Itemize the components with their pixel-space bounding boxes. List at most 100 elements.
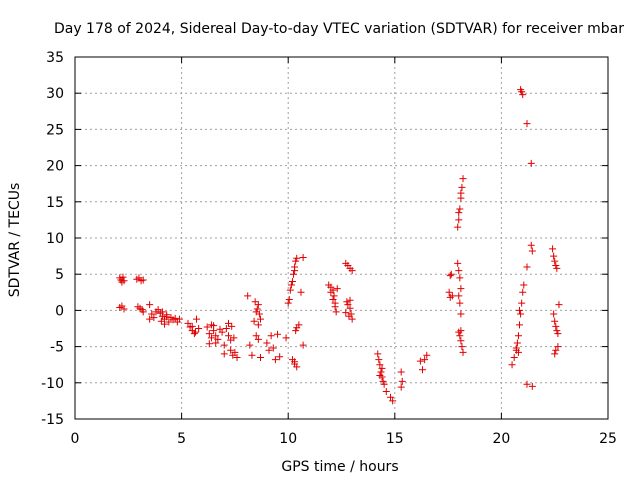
y-tick-label: 0 — [55, 303, 64, 319]
data-point — [287, 281, 295, 289]
data-point — [457, 310, 465, 318]
data-point — [348, 267, 356, 275]
data-point — [527, 241, 535, 249]
data-points — [116, 86, 563, 405]
y-axis-title: SDTVAR / TECUs — [7, 183, 23, 298]
data-point — [292, 257, 300, 265]
data-point — [516, 306, 524, 314]
data-point — [518, 299, 526, 307]
data-point — [456, 274, 464, 282]
data-point — [514, 348, 522, 356]
y-tick-label: -10 — [41, 376, 64, 392]
data-point — [274, 330, 282, 338]
data-point — [220, 341, 228, 349]
data-point — [419, 366, 427, 374]
data-point — [252, 332, 260, 340]
data-point — [346, 296, 354, 304]
data-point — [295, 321, 303, 329]
y-tick-label: 5 — [55, 267, 64, 283]
data-point — [299, 254, 307, 262]
data-point — [227, 346, 235, 354]
data-point — [512, 344, 520, 352]
data-point — [447, 270, 455, 278]
data-point — [210, 327, 218, 335]
data-point — [263, 339, 271, 347]
data-point — [220, 350, 228, 358]
data-point — [514, 332, 522, 340]
data-point — [293, 254, 301, 262]
data-point — [231, 348, 239, 356]
data-point — [212, 339, 220, 347]
data-point — [139, 276, 147, 284]
x-tick-label: 20 — [492, 431, 510, 447]
data-point — [553, 264, 561, 272]
data-point — [458, 183, 466, 191]
data-point — [267, 332, 275, 340]
data-point — [457, 285, 465, 293]
data-point — [455, 267, 463, 275]
data-point — [345, 312, 353, 320]
data-point — [154, 306, 162, 314]
data-point — [455, 292, 463, 300]
data-point — [552, 346, 560, 354]
data-point — [293, 363, 301, 371]
data-point — [554, 330, 562, 338]
data-point — [188, 322, 196, 330]
data-point — [291, 267, 299, 275]
data-point — [228, 322, 236, 330]
data-point — [549, 245, 557, 253]
data-point — [175, 315, 183, 323]
data-point — [251, 298, 259, 306]
data-point — [207, 321, 215, 329]
data-point — [165, 318, 173, 326]
data-point — [516, 321, 524, 329]
data-point — [297, 288, 305, 296]
data-point — [379, 377, 387, 385]
data-point — [380, 380, 388, 388]
data-point — [146, 315, 154, 323]
data-point — [551, 317, 559, 325]
data-point — [346, 304, 354, 312]
data-point — [517, 310, 525, 318]
data-point — [551, 257, 559, 265]
data-point — [158, 308, 166, 316]
data-point — [205, 330, 213, 338]
y-tick-label: -15 — [41, 412, 64, 428]
data-point — [454, 259, 462, 267]
data-point — [190, 330, 198, 338]
data-point — [171, 314, 179, 322]
data-point — [282, 334, 290, 342]
data-point — [421, 356, 429, 364]
data-point — [375, 356, 383, 364]
data-point — [397, 368, 405, 376]
data-point — [225, 319, 233, 327]
plot-frame — [74, 56, 609, 420]
data-point — [254, 301, 262, 309]
data-point — [423, 351, 431, 359]
x-tick-label: 0 — [71, 431, 80, 447]
data-point — [332, 308, 340, 316]
tick-layer: 0 5 10 15 20 25 -15 -10 -5 0 5 10 15 20 25 30 35 — [41, 50, 617, 447]
y-tick-label: 20 — [46, 159, 64, 175]
data-point — [342, 309, 350, 317]
y-tick-label: -5 — [50, 340, 64, 356]
y-tick-label: 15 — [46, 195, 64, 211]
data-point — [163, 313, 171, 321]
data-point — [374, 350, 382, 358]
data-point — [377, 368, 385, 376]
data-point — [456, 332, 464, 340]
data-point — [299, 341, 307, 349]
data-point — [120, 277, 128, 285]
y-tick-label: 25 — [46, 122, 64, 138]
data-point — [291, 358, 299, 366]
data-point — [254, 335, 262, 343]
data-point — [510, 353, 518, 361]
data-point — [520, 281, 528, 289]
data-point — [233, 353, 241, 361]
data-point — [397, 383, 405, 391]
data-point — [518, 88, 526, 96]
data-point — [195, 325, 203, 332]
data-point — [276, 353, 284, 361]
y-tick-label: 35 — [46, 50, 64, 66]
